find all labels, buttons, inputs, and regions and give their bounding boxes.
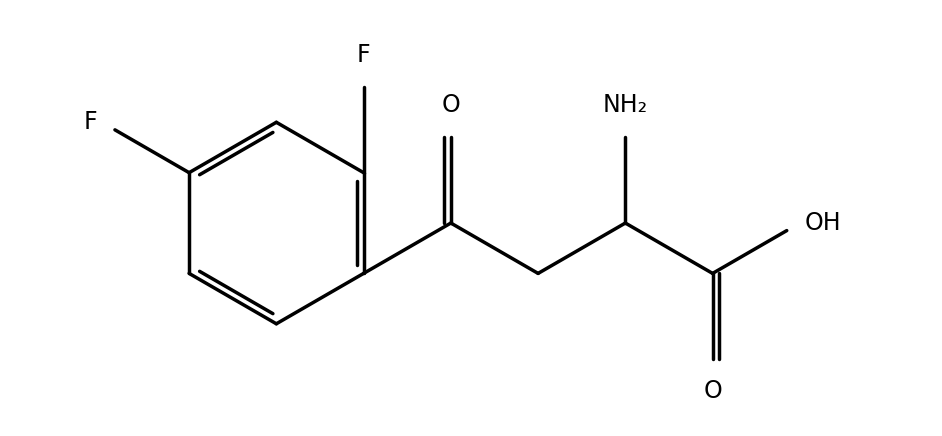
Text: O: O [442,93,461,117]
Text: OH: OH [804,211,841,235]
Text: F: F [357,43,370,67]
Text: O: O [704,379,722,403]
Text: NH₂: NH₂ [603,93,648,117]
Text: F: F [83,110,97,134]
